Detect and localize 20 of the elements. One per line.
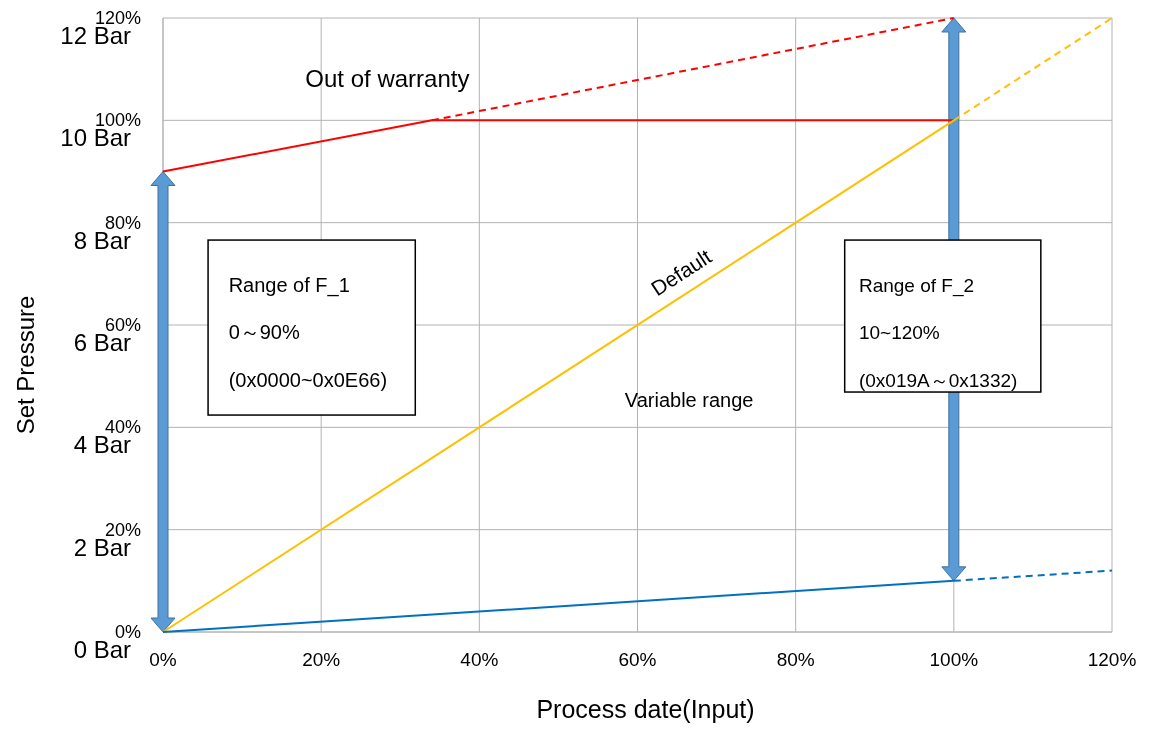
y-axis-title: Set Pressure (12, 295, 39, 435)
annotation: Variable range (624, 388, 754, 411)
x-tick-label: 120% (1087, 649, 1137, 670)
annotation: Range of F_2 (858, 274, 975, 297)
y2-tick-label: 120% (94, 8, 141, 28)
x-tick-label: 80% (776, 649, 815, 670)
x-tick-label: 100% (929, 649, 979, 670)
y2-tick-label: 0% (114, 622, 141, 642)
x-tick-label: 60% (618, 649, 657, 670)
x-tick-label: 20% (302, 649, 341, 670)
annotation: Range of F_1 (228, 273, 350, 297)
annotation: 0～90% (228, 321, 301, 344)
x-tick-label: 0% (149, 649, 177, 670)
annotation: (0x019A～0x1332) (858, 370, 1018, 392)
x-axis-title: Process date(Input) (536, 695, 755, 723)
annotation: (0x0000~0x0E66) (228, 369, 388, 392)
y2-tick-label: 60% (104, 315, 141, 335)
annotation: 10~120% (858, 322, 940, 344)
x-tick-label: 40% (460, 649, 499, 670)
annotation: Out of warranty (305, 65, 470, 93)
